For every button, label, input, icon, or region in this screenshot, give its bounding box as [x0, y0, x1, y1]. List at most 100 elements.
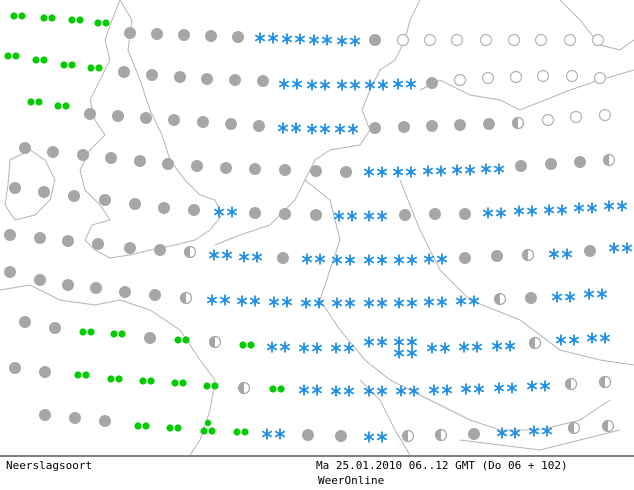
- snow-stroke: [406, 256, 418, 264]
- rain-dot: [249, 207, 261, 219]
- snow-stroke: [376, 256, 388, 264]
- drizzle-dot: [12, 52, 20, 60]
- rain-dot: [279, 208, 291, 220]
- dry-ring: [450, 33, 464, 47]
- snow: [331, 297, 356, 309]
- drizzle-dot: [110, 330, 118, 338]
- drizzle: [32, 56, 48, 64]
- snow-stroke: [331, 256, 343, 264]
- timestamp: Ma 25.01.2010 06..12 GMT (Do 06 + 102): [316, 459, 568, 472]
- snow-stroke: [363, 338, 375, 346]
- snow: [480, 163, 505, 175]
- snow-stroke: [393, 256, 405, 264]
- rain-dot: [124, 242, 136, 254]
- snow: [586, 332, 611, 344]
- snow-stroke: [405, 80, 417, 88]
- drizzle-dot: [87, 64, 95, 72]
- snow: [395, 385, 420, 397]
- drizzle: [134, 422, 150, 430]
- mixed-half: [512, 117, 518, 129]
- rain-dot: [310, 165, 322, 177]
- rain-dot: [149, 289, 161, 301]
- snow-stroke: [568, 336, 580, 344]
- snow: [392, 166, 417, 178]
- drizzle-dot: [82, 371, 90, 379]
- rain-dot: [9, 182, 21, 194]
- rain-dot: [158, 202, 170, 214]
- snow-stroke: [493, 384, 505, 392]
- drizzle: [68, 16, 84, 24]
- snow-stroke: [363, 387, 375, 395]
- snow: [426, 342, 451, 354]
- mixed: [564, 377, 578, 391]
- snow-stroke: [406, 299, 418, 307]
- dry-ring: [479, 33, 493, 47]
- rain-dot: [34, 232, 46, 244]
- snow: [363, 254, 388, 266]
- mixed-half: [180, 292, 186, 304]
- snow: [206, 294, 231, 306]
- rain-dot: [454, 119, 466, 131]
- snow-stroke: [473, 385, 485, 393]
- snow-stroke: [300, 299, 312, 307]
- drizzle: [79, 328, 95, 336]
- drizzle: [94, 19, 110, 27]
- rain-dot: [491, 250, 503, 262]
- snow-stroke: [321, 36, 333, 44]
- mixed-half: [435, 429, 441, 441]
- rain-dot: [140, 112, 152, 124]
- drizzle: [269, 385, 285, 393]
- coastline: [4, 149, 56, 221]
- snow-stroke: [206, 296, 218, 304]
- drizzle: [27, 98, 43, 106]
- mixed: [567, 421, 581, 435]
- snow-stroke: [586, 204, 598, 212]
- rain-dot: [174, 71, 186, 83]
- source: WeerOnline: [318, 474, 384, 487]
- drizzle-dot: [269, 385, 277, 393]
- mixed: [183, 245, 197, 259]
- drizzle-dot: [174, 424, 182, 432]
- snow-stroke: [376, 299, 388, 307]
- snow-stroke: [376, 338, 388, 346]
- mixed-half: [209, 336, 215, 348]
- rain-dot: [257, 75, 269, 87]
- snow: [482, 207, 507, 219]
- rain-dot: [119, 286, 131, 298]
- snow-stroke: [298, 386, 310, 394]
- precipitation-symbols: [4, 12, 633, 443]
- dry-ring: [534, 33, 548, 47]
- rain-dot: [90, 282, 102, 294]
- snow-stroke: [363, 433, 375, 441]
- snow: [298, 342, 323, 354]
- snow: [548, 248, 573, 260]
- rain-dot: [112, 110, 124, 122]
- snow-stroke: [436, 255, 448, 263]
- snow-stroke: [294, 35, 306, 43]
- snow-stroke: [281, 298, 293, 306]
- rain-dot: [279, 164, 291, 176]
- snow: [334, 123, 359, 135]
- snow: [393, 336, 418, 348]
- snow-stroke: [408, 387, 420, 395]
- drizzle-dot: [139, 377, 147, 385]
- snow: [573, 202, 598, 214]
- snow-stroke: [267, 34, 279, 42]
- rain-dot: [4, 266, 16, 278]
- snow: [393, 347, 418, 359]
- snow-stroke: [464, 166, 476, 174]
- snow-stroke: [330, 387, 342, 395]
- snow-stroke: [261, 430, 273, 438]
- dry-ring: [509, 70, 523, 84]
- drizzle: [139, 377, 155, 385]
- rain-dot: [105, 152, 117, 164]
- snow-stroke: [436, 298, 448, 306]
- snow-stroke: [460, 385, 472, 393]
- snow-stroke: [334, 125, 346, 133]
- rain-dot: [302, 429, 314, 441]
- dry-ring: [541, 113, 555, 127]
- rain-dot: [191, 160, 203, 172]
- snow: [526, 380, 551, 392]
- snow: [298, 384, 323, 396]
- rain-dot: [545, 158, 557, 170]
